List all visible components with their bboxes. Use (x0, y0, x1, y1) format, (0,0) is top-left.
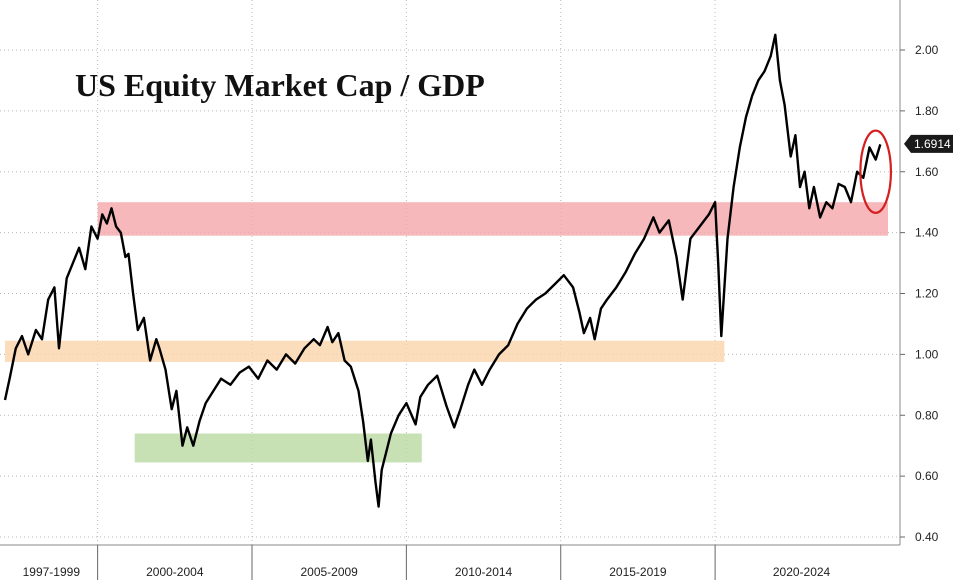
y-tick-label: 1.80 (915, 104, 939, 118)
red-band (97, 202, 888, 236)
y-tick-label: 1.40 (915, 226, 939, 240)
green-band (134, 433, 422, 463)
x-tick-label: 2010-2014 (455, 565, 513, 579)
x-tick-label: 2000-2004 (146, 565, 204, 579)
x-tick-label: 2005-2009 (300, 565, 358, 579)
gridlines (0, 0, 900, 545)
series-line-group (3, 33, 882, 508)
y-tick-label: 1.00 (915, 347, 939, 361)
highlight-ellipse (859, 129, 893, 214)
series-line (3, 33, 882, 508)
x-axis: 1997-1999 2000-2004 2005-2009 2010-2014 2015… (0, 544, 900, 580)
y-tick-label: 2.00 (915, 43, 939, 57)
y-tick-label: 0.80 (915, 408, 939, 422)
orange-band (5, 340, 725, 362)
y-tick-label: 0.40 (915, 530, 939, 544)
y-tick-label: 1.60 (915, 165, 939, 179)
x-tick-label: 1997-1999 (23, 565, 81, 579)
y-axis: 0.40 0.60 0.80 1.00 1.20 1.40 1.60 1.80 2.00 (899, 0, 939, 545)
y-tick-label: 1.20 (915, 287, 939, 301)
last-value-badge: 1.6914 (904, 134, 953, 153)
last-value-label: 1.6914 (914, 137, 951, 151)
x-tick-label: 2015-2019 (609, 565, 667, 579)
chart-title: US Equity Market Cap / GDP (75, 67, 485, 103)
last-value-badge-bg (904, 134, 953, 153)
reference-bands (5, 202, 888, 463)
y-tick-label: 0.60 (915, 469, 939, 483)
x-tick-label: 2020-2024 (773, 565, 831, 579)
highlight-group (859, 129, 893, 214)
